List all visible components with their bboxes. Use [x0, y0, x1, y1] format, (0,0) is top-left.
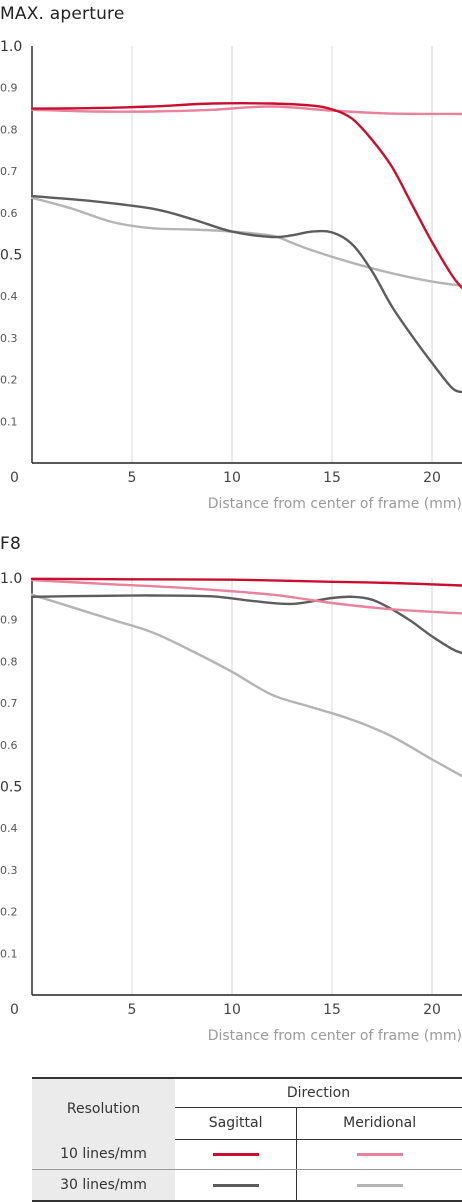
legend-table: Resolution Direction Sagittal Meridional… — [32, 1077, 462, 1202]
y-tick-label: 0.1 — [0, 415, 18, 428]
y-tick-label: 0.9 — [0, 82, 18, 95]
x-tick-label: 15 — [323, 470, 341, 486]
chart-title: MAX. aperture — [0, 4, 125, 24]
y-tick-label: 0.9 — [0, 614, 18, 627]
y-tick-label: 0.1 — [0, 947, 18, 960]
series-line-s10 — [30, 577, 462, 587]
x-tick-label: 20 — [423, 470, 441, 486]
legend-swatch-sagittal-30 — [212, 1183, 259, 1187]
chart-title: F8 — [0, 534, 21, 554]
series-line-s10 — [30, 102, 462, 290]
y-tick-label: 0.2 — [0, 906, 18, 919]
x-tick-label: 10 — [223, 1002, 241, 1018]
y-tick-label: 0.4 — [0, 822, 18, 835]
legend-row-label: 30 lines/mm — [32, 1169, 175, 1202]
series-line-m10 — [30, 105, 462, 116]
legend-swatch-meridional-10 — [356, 1152, 403, 1156]
x-axis-label: Distance from center of frame (mm) — [208, 496, 462, 512]
legend-swatch-meridional-30 — [356, 1183, 403, 1187]
legend-swatch-cell — [296, 1169, 462, 1202]
y-tick-label: 0.3 — [0, 864, 18, 877]
y-tick-label: 0.8 — [0, 123, 18, 136]
mtf-chart-max-aperture: 5 10 15 20 1.0 0.9 0.8 0.7 0.6 0.5 0.4 0.3 0.2 0.1 0 Di… — [0, 39, 462, 512]
series-line-m30 — [30, 196, 462, 287]
y-tick-label: 0.8 — [0, 655, 18, 668]
x-tick-label: 20 — [423, 1002, 441, 1018]
y-tick-label: 0.6 — [0, 207, 18, 220]
legend-sagittal-header: Sagittal — [175, 1107, 297, 1140]
x-axis-label: Distance from center of frame (mm) — [208, 1028, 462, 1044]
y-tick-label: 0.4 — [0, 290, 18, 303]
y-tick-label: 0.3 — [0, 332, 18, 345]
legend-resolution-header: Resolution — [32, 1077, 175, 1139]
legend-swatch-cell — [296, 1139, 462, 1170]
y-tick-label: 0.2 — [0, 374, 18, 387]
series-line-m30 — [30, 593, 462, 778]
series-line-s30 — [30, 594, 462, 655]
x-tick-label: 10 — [223, 470, 241, 486]
y-tick-label: 0.7 — [0, 697, 18, 710]
origin-tick-label: 0 — [10, 1002, 19, 1018]
x-tick-label: 15 — [323, 1002, 341, 1018]
y-tick-label: 0.6 — [0, 739, 18, 752]
legend-row-label: 10 lines/mm — [32, 1139, 175, 1170]
y-tick-label: 0.5 — [0, 248, 22, 264]
y-tick-label: 0.5 — [0, 780, 22, 796]
y-tick-label: 1.0 — [0, 571, 22, 587]
y-tick-label: 0.7 — [0, 165, 18, 178]
series-line-m10 — [30, 578, 462, 615]
legend-swatch-cell — [175, 1139, 297, 1170]
origin-tick-label: 0 — [10, 470, 19, 486]
y-tick-label: 1.0 — [0, 39, 22, 55]
mtf-chart-f8: 5 10 15 20 1.0 0.9 0.8 0.7 0.6 0.5 0.4 0.3 0.2 0.1 0 Di… — [0, 571, 462, 1044]
legend-swatch-cell — [175, 1169, 297, 1202]
x-tick-label: 5 — [128, 1002, 137, 1018]
x-tick-label: 5 — [128, 470, 137, 486]
series-line-s30 — [30, 194, 462, 394]
legend-swatch-sagittal-10 — [212, 1152, 259, 1156]
legend-meridional-header: Meridional — [296, 1107, 462, 1140]
legend-direction-header: Direction — [175, 1077, 462, 1109]
